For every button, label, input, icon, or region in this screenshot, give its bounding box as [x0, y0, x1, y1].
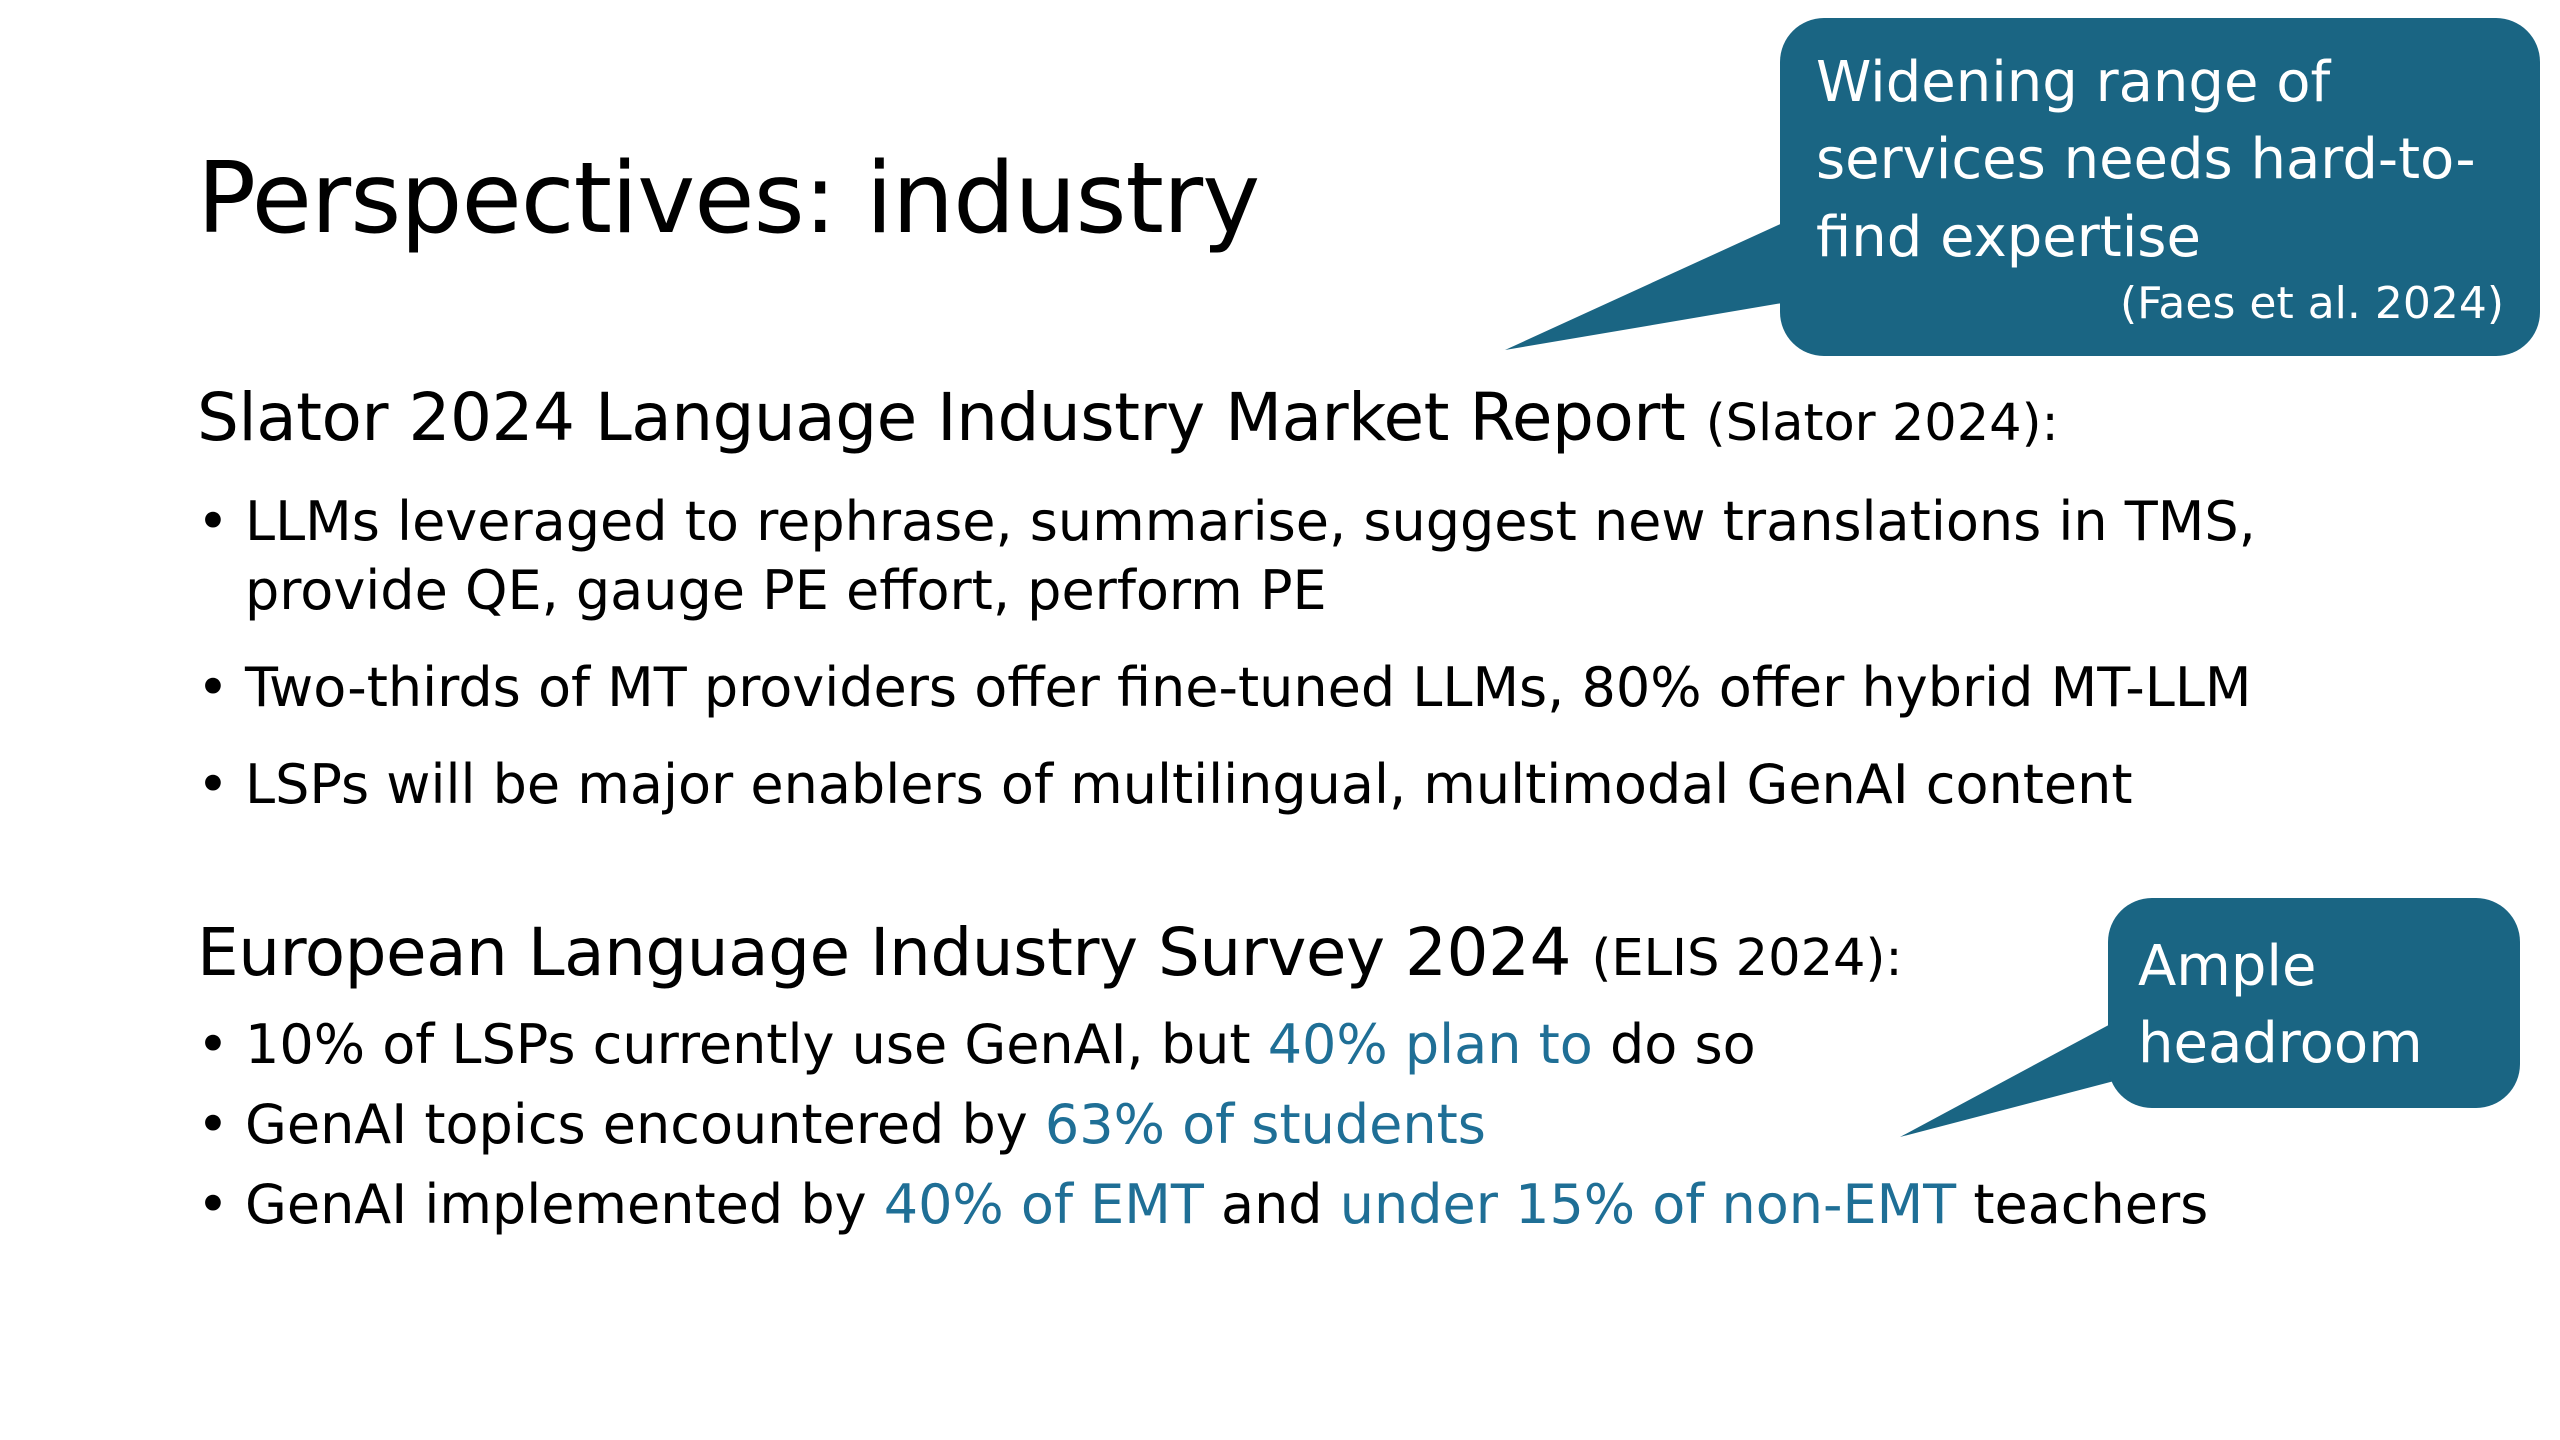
- bullet-text: and: [1203, 1173, 1340, 1237]
- bullet-text: LLMs leveraged to rephrase, summarise, s…: [245, 490, 2256, 553]
- bullet-text: GenAI implemented by: [245, 1173, 884, 1237]
- section-heading-slator: Slator 2024 Language Industry Market Rep…: [197, 385, 2059, 451]
- callout-expertise-text: Widening range of services needs hard-to…: [1816, 50, 2476, 270]
- highlighted-stat: 40% plan to: [1267, 1013, 1593, 1076]
- bullet-item: LSPs will be major enablers of multiling…: [197, 750, 2447, 819]
- slator-bullet-list: LLMs leveraged to rephrase, summarise, s…: [197, 487, 2447, 847]
- elis-bullet-list: 10% of LSPs currently use GenAI, but 40%…: [197, 1010, 2447, 1250]
- bullet-text: 10% of LSPs currently use GenAI, but: [245, 1013, 1268, 1076]
- highlighted-stat: under 15% of non-EMT: [1339, 1173, 1957, 1237]
- bullet-text-continued: provide QE, gauge PE effort, perform PE: [245, 559, 1327, 623]
- bullet-item: LLMs leveraged to rephrase, summarise, s…: [197, 487, 2447, 625]
- section-heading-elis-text: European Language Industry Survey 2024: [197, 914, 1592, 991]
- highlighted-stat: 63% of students: [1044, 1093, 1486, 1157]
- bullet-item: 10% of LSPs currently use GenAI, but 40%…: [197, 1010, 2447, 1079]
- bullet-item: GenAI implemented by 40% of EMT and unde…: [197, 1170, 2447, 1239]
- bullet-text: Two-thirds of MT providers offer fine-tu…: [245, 656, 2252, 720]
- section-source-slator: (Slator 2024):: [1705, 394, 2059, 453]
- callout-expertise: Widening range of services needs hard-to…: [1780, 18, 2540, 356]
- section-source-elis: (ELIS 2024):: [1591, 929, 1903, 988]
- section-heading-slator-text: Slator 2024 Language Industry Market Rep…: [197, 379, 1706, 456]
- callout-expertise-tail: [1505, 215, 1800, 350]
- section-heading-elis: European Language Industry Survey 2024 (…: [197, 920, 1903, 986]
- bullet-text: GenAI topics encountered by: [245, 1093, 1045, 1157]
- callout-expertise-citation: (Faes et al. 2024): [2120, 277, 2504, 329]
- highlighted-stat: 40% of EMT: [883, 1173, 1204, 1237]
- bullet-text: teachers: [1956, 1173, 2209, 1237]
- bullet-item: GenAI topics encountered by 63% of stude…: [197, 1090, 2447, 1159]
- slide-title: Perspectives: industry: [197, 142, 1260, 256]
- bullet-item: Two-thirds of MT providers offer fine-tu…: [197, 653, 2447, 722]
- bullet-text: do so: [1592, 1013, 1756, 1076]
- bullet-text: LSPs will be major enablers of multiling…: [245, 753, 2133, 817]
